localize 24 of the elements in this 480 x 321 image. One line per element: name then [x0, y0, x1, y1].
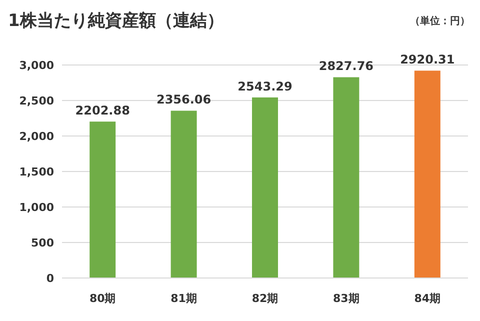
x-tick-label: 81期: [170, 292, 197, 305]
data-label: 2543.29: [238, 79, 292, 94]
x-tick-label: 80期: [89, 292, 116, 305]
y-tick-label: 500: [31, 236, 54, 250]
bar: [90, 122, 116, 278]
data-label: 2356.06: [156, 92, 212, 107]
data-label: 2920.31: [400, 52, 455, 67]
data-label: 2202.88: [75, 104, 130, 118]
y-tick-label: 2,500: [19, 94, 54, 108]
x-tick-label: 84期: [414, 292, 441, 305]
bar: [170, 110, 197, 278]
bar: [252, 97, 278, 278]
y-tick-label: 1,500: [19, 166, 54, 178]
text: （単位：円）: [410, 15, 470, 27]
x-tick-label: 82期: [252, 292, 278, 305]
bar: [333, 77, 360, 278]
chart-title: 1株当たり純資産額（連結）: [8, 11, 224, 31]
x-tick-label: 83期: [333, 292, 360, 305]
y-tick-label: 3,000: [19, 59, 54, 72]
data-label: 2827.76: [318, 59, 374, 74]
y-tick-label: 2,000: [19, 130, 54, 143]
y-tick-label: 1,000: [19, 201, 54, 214]
y-tick-label: 0: [46, 272, 54, 285]
bar: [414, 70, 440, 278]
